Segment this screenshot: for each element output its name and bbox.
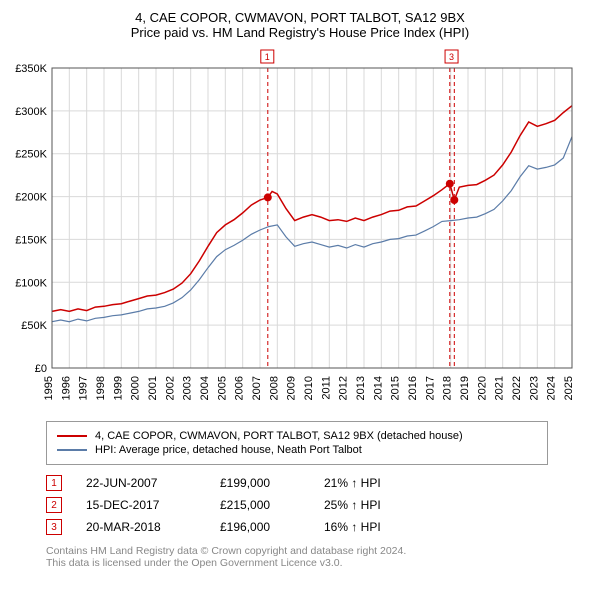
event-price: £199,000 [220, 476, 300, 490]
svg-text:2008: 2008 [268, 376, 280, 400]
svg-text:2015: 2015 [390, 376, 402, 400]
svg-text:£150K: £150K [15, 234, 47, 246]
svg-text:2005: 2005 [216, 376, 228, 400]
svg-text:£250K: £250K [15, 149, 47, 161]
event-row: 1 22-JUN-2007 £199,000 21% ↑ HPI [46, 475, 590, 491]
svg-text:2011: 2011 [320, 376, 332, 400]
event-row: 3 20-MAR-2018 £196,000 16% ↑ HPI [46, 519, 590, 535]
chart-title-block: 4, CAE COPOR, CWMAVON, PORT TALBOT, SA12… [10, 10, 590, 40]
svg-text:2013: 2013 [355, 376, 367, 400]
svg-text:£350K: £350K [15, 63, 47, 75]
svg-text:2025: 2025 [563, 376, 575, 400]
legend: 4, CAE COPOR, CWMAVON, PORT TALBOT, SA12… [46, 421, 548, 465]
legend-item: 4, CAE COPOR, CWMAVON, PORT TALBOT, SA12… [57, 430, 537, 442]
event-pct: 21% ↑ HPI [324, 476, 414, 490]
svg-text:£50K: £50K [21, 320, 47, 332]
svg-text:2007: 2007 [251, 376, 263, 400]
svg-text:£200K: £200K [15, 192, 47, 204]
line-chart: £0 £50K £100K £150K £200K £250K £300K £350K 1995… [10, 48, 580, 408]
footnote: Contains HM Land Registry data © Crown c… [46, 545, 590, 569]
title-line-2: Price paid vs. HM Land Registry's House … [10, 25, 590, 40]
svg-text:1995: 1995 [43, 376, 55, 400]
svg-text:£300K: £300K [15, 106, 47, 118]
svg-text:2018: 2018 [442, 376, 454, 400]
svg-text:2019: 2019 [459, 376, 471, 400]
svg-text:£100K: £100K [15, 277, 47, 289]
svg-text:2004: 2004 [199, 376, 211, 400]
event-date: 15-DEC-2017 [86, 498, 196, 512]
svg-text:3: 3 [449, 52, 454, 62]
svg-text:2006: 2006 [234, 376, 246, 400]
svg-text:1: 1 [265, 52, 270, 62]
legend-swatch [57, 449, 87, 451]
svg-text:2016: 2016 [407, 376, 419, 400]
chart-container: £0 £50K £100K £150K £200K £250K £300K £350K 1995… [10, 48, 590, 413]
svg-text:2000: 2000 [130, 376, 142, 400]
event-date: 22-JUN-2007 [86, 476, 196, 490]
svg-text:2001: 2001 [147, 376, 159, 400]
svg-text:1996: 1996 [60, 376, 72, 400]
svg-text:2014: 2014 [372, 376, 384, 400]
svg-text:2012: 2012 [338, 376, 350, 400]
svg-text:2024: 2024 [546, 376, 558, 400]
svg-text:1998: 1998 [95, 376, 107, 400]
event-marker-icon: 1 [46, 475, 62, 491]
title-line-1: 4, CAE COPOR, CWMAVON, PORT TALBOT, SA12… [10, 10, 590, 25]
legend-swatch [57, 435, 87, 437]
event-row: 2 15-DEC-2017 £215,000 25% ↑ HPI [46, 497, 590, 513]
svg-text:1999: 1999 [112, 376, 124, 400]
event-marker-icon: 3 [46, 519, 62, 535]
svg-text:2022: 2022 [511, 376, 523, 400]
svg-text:2010: 2010 [303, 376, 315, 400]
legend-label: 4, CAE COPOR, CWMAVON, PORT TALBOT, SA12… [95, 430, 463, 442]
svg-text:2023: 2023 [528, 376, 540, 400]
svg-text:1997: 1997 [78, 376, 90, 400]
event-price: £215,000 [220, 498, 300, 512]
event-pct: 16% ↑ HPI [324, 520, 414, 534]
event-price: £196,000 [220, 520, 300, 534]
footnote-line: This data is licensed under the Open Gov… [46, 557, 590, 569]
legend-label: HPI: Average price, detached house, Neat… [95, 444, 362, 456]
event-pct: 25% ↑ HPI [324, 498, 414, 512]
svg-text:£0: £0 [35, 363, 47, 375]
svg-text:2002: 2002 [164, 376, 176, 400]
svg-text:2020: 2020 [476, 376, 488, 400]
event-marker-icon: 2 [46, 497, 62, 513]
footnote-line: Contains HM Land Registry data © Crown c… [46, 545, 590, 557]
svg-text:2017: 2017 [424, 376, 436, 400]
svg-text:2021: 2021 [494, 376, 506, 400]
events-table: 1 22-JUN-2007 £199,000 21% ↑ HPI 2 15-DE… [46, 475, 590, 535]
event-date: 20-MAR-2018 [86, 520, 196, 534]
svg-text:2003: 2003 [182, 376, 194, 400]
svg-text:2009: 2009 [286, 376, 298, 400]
legend-item: HPI: Average price, detached house, Neat… [57, 444, 537, 456]
